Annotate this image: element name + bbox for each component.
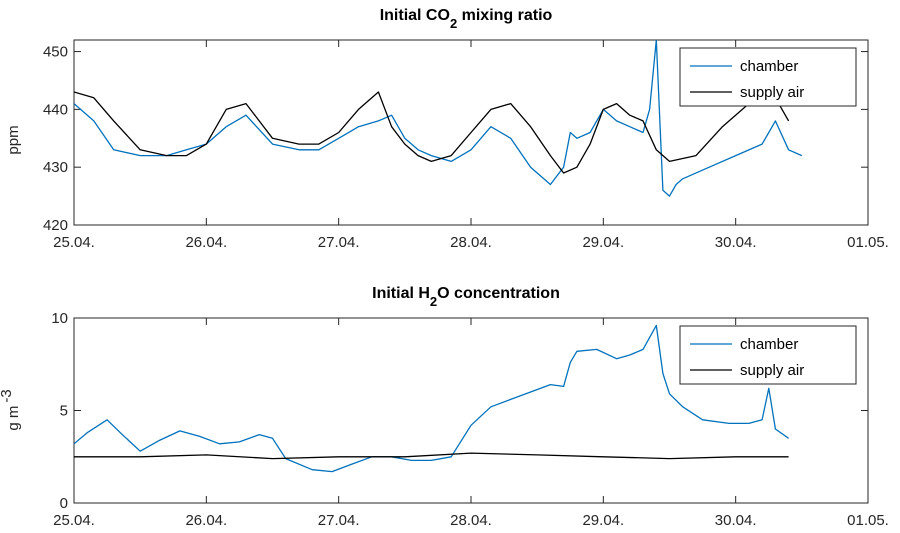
h2o-title-part-2: O concentration: [437, 285, 560, 302]
co2-title-part-0: Initial CO: [380, 7, 450, 24]
co2-ytick-label: 420: [43, 217, 68, 234]
h2o-plot-area: 25.04. 26.04. 27.04. 28.04. 29.04. 30.04. 01.0…: [51, 310, 889, 529]
h2o-xtick-label: 01.05.: [847, 512, 889, 529]
h2o-series-supply-air-line: [74, 452, 789, 460]
co2-ytick-label: 450: [43, 44, 68, 61]
co2-legend-label-supply-air: supply air: [740, 84, 804, 101]
h2o-y-axis-label: g m -3: [0, 389, 22, 430]
co2-legend-box: [679, 47, 857, 107]
co2-legend-label-chamber: chamber: [740, 58, 798, 75]
h2o-ytick-label: 0: [60, 495, 68, 512]
h2o-title-part-1: 2: [430, 294, 437, 309]
h2o-xtick-label: 29.04.: [582, 512, 624, 529]
h2o-chart-title: Initial H2O concentration: [372, 285, 560, 309]
h2o-ylabel-part-0: g m: [5, 406, 22, 431]
co2-xtick-label: 30.04.: [715, 234, 757, 251]
co2-title-part-1: 2: [450, 16, 457, 31]
h2o-legend-box: [679, 325, 857, 385]
h2o-xtick-label: 25.04.: [53, 512, 95, 529]
co2-xtick-label: 29.04.: [582, 234, 624, 251]
co2-plot-area: 25.04. 26.04. 27.04. 28.04. 29.04. 30.04. 01.0…: [43, 39, 889, 251]
h2o-xtick-label: 26.04.: [185, 512, 227, 529]
co2-chart-title: Initial CO2 mixing ratio: [380, 7, 553, 31]
h2o-legend-label-supply-air: supply air: [740, 362, 804, 379]
co2-xtick-label: 25.04.: [53, 234, 95, 251]
h2o-xtick-label: 30.04.: [715, 512, 757, 529]
co2-xtick-label: 28.04.: [450, 234, 492, 251]
co2-xtick-label: 26.04.: [185, 234, 227, 251]
co2-subplot: Initial CO2 mixing ratio ppm 25.04. 26.04…: [5, 7, 889, 251]
h2o-ylabel-part-1: -3: [0, 389, 15, 402]
co2-xtick-label: 27.04.: [318, 234, 360, 251]
co2-xtick-label: 01.05.: [847, 234, 889, 251]
co2-series-supply-air-line: [74, 68, 790, 174]
h2o-title-part-0: Initial H: [372, 285, 430, 302]
h2o-xtick-label: 28.04.: [450, 512, 492, 529]
co2-y-axis-label: ppm: [5, 125, 22, 154]
co2-series-chamber-line: [74, 40, 803, 197]
h2o-subplot: Initial H2O concentration g m -3 25.04. 26…: [0, 285, 889, 529]
co2-ytick-label: 430: [43, 159, 68, 176]
co2-ytick-label: 440: [43, 101, 68, 118]
h2o-series-chamber-line: [74, 324, 789, 473]
h2o-legend-label-chamber: chamber: [740, 336, 798, 353]
co2-title-part-2: mixing ratio: [457, 7, 552, 24]
h2o-xtick-label: 27.04.: [318, 512, 360, 529]
h2o-ytick-label: 5: [60, 403, 68, 420]
h2o-ytick-label: 10: [51, 310, 68, 327]
